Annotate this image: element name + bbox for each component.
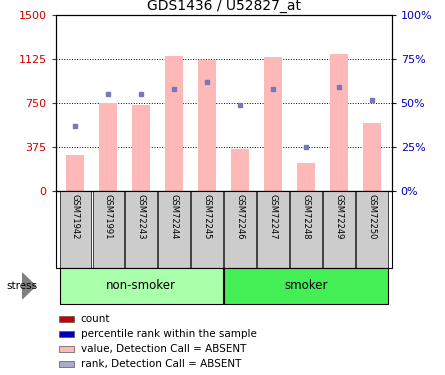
Text: GSM72244: GSM72244 — [170, 194, 179, 239]
Bar — [60, 268, 223, 304]
Text: GSM72245: GSM72245 — [202, 194, 212, 239]
Text: GSM71942: GSM71942 — [71, 194, 80, 239]
Bar — [264, 57, 282, 191]
Bar — [59, 361, 74, 367]
Text: count: count — [81, 314, 110, 324]
Bar — [191, 191, 223, 268]
Bar — [330, 54, 348, 191]
Bar — [99, 103, 117, 191]
Bar — [198, 60, 216, 191]
Bar — [224, 191, 256, 268]
Bar — [59, 331, 74, 337]
Bar — [66, 155, 85, 191]
Text: value, Detection Call = ABSENT: value, Detection Call = ABSENT — [81, 344, 246, 354]
Text: GSM72248: GSM72248 — [301, 194, 311, 239]
Bar — [93, 191, 124, 268]
Text: smoker: smoker — [284, 279, 328, 292]
Bar — [158, 191, 190, 268]
Bar — [59, 346, 74, 352]
Bar — [297, 163, 315, 191]
Polygon shape — [22, 273, 36, 298]
Bar — [125, 191, 157, 268]
Text: GSM72250: GSM72250 — [367, 194, 376, 239]
Text: GSM72246: GSM72246 — [235, 194, 245, 239]
Title: GDS1436 / U52827_at: GDS1436 / U52827_at — [146, 0, 301, 13]
Bar — [165, 56, 183, 191]
Bar — [132, 105, 150, 191]
Bar — [257, 191, 289, 268]
Bar — [356, 191, 388, 268]
Text: non-smoker: non-smoker — [106, 279, 176, 292]
Text: rank, Detection Call = ABSENT: rank, Detection Call = ABSENT — [81, 359, 241, 369]
Bar — [231, 149, 249, 191]
Text: GSM72249: GSM72249 — [334, 194, 344, 239]
Text: GSM72247: GSM72247 — [268, 194, 278, 239]
Bar — [59, 316, 74, 322]
Text: stress: stress — [7, 281, 38, 291]
Bar — [290, 191, 322, 268]
Bar — [224, 268, 388, 304]
Text: GSM71991: GSM71991 — [104, 194, 113, 239]
Bar — [60, 191, 91, 268]
Text: GSM72243: GSM72243 — [137, 194, 146, 239]
Bar — [323, 191, 355, 268]
Bar — [363, 123, 381, 191]
Text: percentile rank within the sample: percentile rank within the sample — [81, 329, 257, 339]
